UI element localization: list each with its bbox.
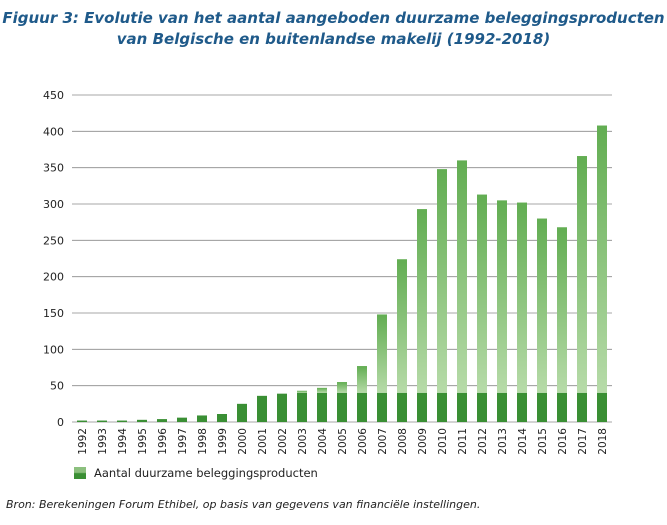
x-tick-label: 2011 (457, 428, 469, 455)
bar-upper (417, 209, 427, 393)
x-tick-label: 2006 (357, 428, 369, 455)
bar-upper (357, 366, 367, 393)
bar-lower (437, 392, 447, 422)
legend-swatch (74, 467, 86, 479)
x-tick-label: 2014 (517, 428, 529, 455)
x-tick-label: 2007 (377, 428, 389, 455)
bar (117, 420, 127, 422)
bar (277, 393, 287, 422)
x-tick-label: 2009 (417, 428, 429, 455)
bar (177, 417, 187, 422)
bar (77, 420, 87, 422)
chart-title-line-2: van Belgische en buitenlandse makelij (1… (116, 30, 551, 48)
bar (257, 395, 267, 422)
bar (217, 414, 227, 422)
x-tick-label: 1998 (197, 428, 209, 455)
bar-upper (457, 160, 467, 393)
bar-upper (337, 382, 347, 393)
chart-title-line-1: Figuur 3: Evolutie van het aantal aangeb… (2, 9, 665, 27)
x-tick-label: 2005 (337, 428, 349, 455)
y-tick-label: 450 (43, 89, 64, 102)
bar-upper (297, 390, 307, 393)
y-tick-label: 400 (43, 125, 64, 138)
x-tick-label: 2010 (437, 428, 449, 455)
x-tick-label: 2012 (477, 428, 489, 455)
x-tick-label: 1996 (157, 428, 169, 455)
x-tick-label: 2013 (497, 428, 509, 455)
bar (197, 415, 207, 422)
y-tick-label: 300 (43, 198, 64, 211)
bar-lower (557, 392, 567, 422)
bar-upper (597, 125, 607, 393)
y-tick-label: 350 (43, 162, 64, 175)
x-tick-label: 2017 (577, 428, 589, 455)
y-tick-label: 200 (43, 271, 64, 284)
source-note: Bron: Berekeningen Forum Ethibel, op bas… (6, 498, 481, 511)
bar-upper (577, 156, 587, 393)
x-tick-label: 1992 (77, 428, 89, 455)
legend: Aantal duurzame beleggingsproducten (74, 466, 318, 480)
bar-upper (517, 202, 527, 393)
x-tick-label: 2015 (537, 428, 549, 455)
bar-upper (397, 259, 407, 393)
bar-lower (397, 392, 407, 422)
bar-lower (497, 392, 507, 422)
bar-lower (297, 392, 307, 422)
bar-lower (517, 392, 527, 422)
bar-upper (537, 218, 547, 393)
bar-lower (357, 392, 367, 422)
x-tick-label: 2001 (257, 428, 269, 455)
bar-lower (417, 392, 427, 422)
y-tick-label: 100 (43, 343, 64, 356)
x-tick-label: 2004 (317, 428, 329, 455)
bar-upper (437, 169, 447, 393)
bar-lower (337, 392, 347, 422)
bar-upper (557, 227, 567, 393)
x-tick-label: 2003 (297, 428, 309, 455)
y-tick-label: 0 (57, 416, 64, 429)
bar-upper (497, 200, 507, 393)
chart-title: Figuur 3: Evolutie van het aantal aangeb… (0, 8, 667, 50)
x-tick-label: 1997 (177, 428, 189, 455)
bar (137, 419, 147, 422)
bar-upper (477, 194, 487, 393)
y-tick-label: 150 (43, 307, 64, 320)
x-tick-label: 2000 (237, 428, 249, 455)
legend-label: Aantal duurzame beleggingsproducten (94, 466, 318, 480)
bar-lower (537, 392, 547, 422)
x-tick-label: 2018 (597, 428, 609, 455)
x-tick-label: 1993 (97, 428, 109, 455)
x-tick-label: 1999 (217, 428, 229, 455)
bar-lower (477, 392, 487, 422)
bar-upper (377, 314, 387, 393)
y-tick-label: 250 (43, 234, 64, 247)
bar-lower (577, 392, 587, 422)
bar (97, 420, 107, 422)
bar (237, 403, 247, 422)
bar-lower (317, 392, 327, 422)
x-tick-label: 1994 (117, 428, 129, 455)
x-tick-label: 2008 (397, 428, 409, 455)
x-tick-label: 2002 (277, 428, 289, 455)
bar (157, 419, 167, 422)
bar-upper (317, 387, 327, 393)
bar-lower (597, 392, 607, 422)
bar-lower (377, 392, 387, 422)
bar-lower (457, 392, 467, 422)
x-tick-label: 1995 (137, 428, 149, 455)
y-tick-label: 50 (50, 380, 64, 393)
x-tick-label: 2016 (557, 428, 569, 455)
